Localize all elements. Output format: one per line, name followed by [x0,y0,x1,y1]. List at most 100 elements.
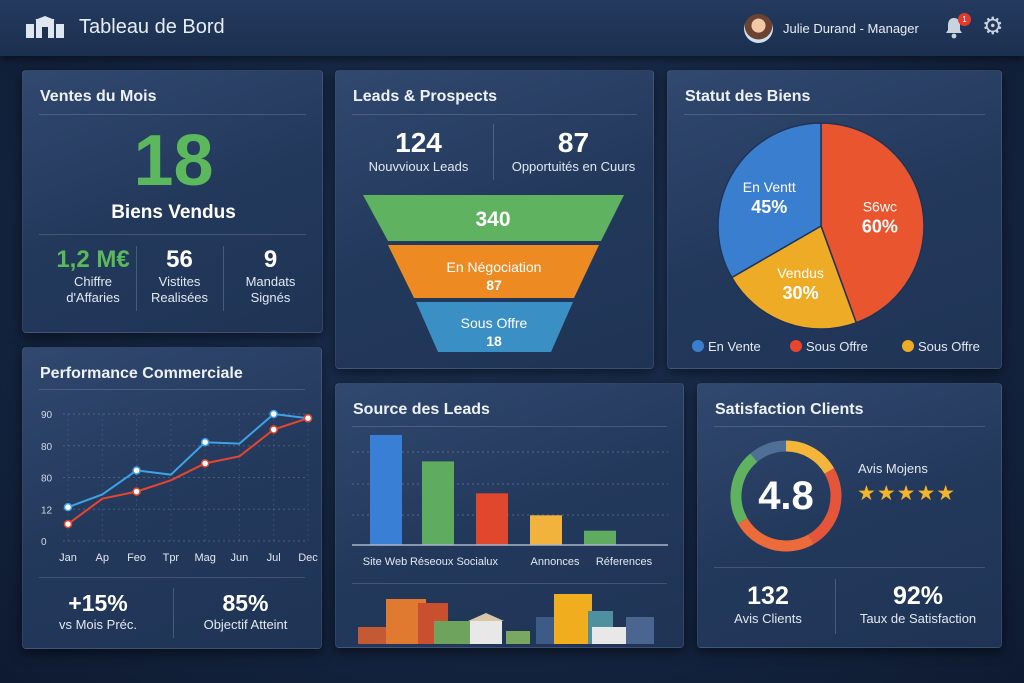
stat-revenue: 1,2 M€ Chiffre d'Affaries [56,246,130,305]
data-point [200,437,210,447]
source-card: Source des Leads Site Web Réseoux Socialu… [335,383,684,648]
x-tick-label: Jun [231,552,249,564]
x-tick-label: Jul [267,552,281,564]
y-tick-label: 0 [41,537,47,548]
user-name[interactable]: Julie Durand - Manager [783,21,919,36]
pie-slice [820,122,925,324]
funnel-stage-2-label: En Négociation [447,259,542,275]
stat-new-leads: 124 Nouvvioux Leads [368,127,469,174]
avatar[interactable] [744,14,773,43]
data-point [303,413,313,423]
funnel-chart: 340 En Négociation 87 Sous Offre 18 [363,195,624,352]
card-title: Satisfaction Clients [715,401,864,418]
x-tick-label: Réferences [596,556,653,568]
bar [370,435,402,545]
bar [584,530,616,545]
x-tick-label: Dec [298,552,318,564]
line-series [67,417,309,525]
x-tick-label: Réseoux Socialux [410,556,499,568]
pie-slice-label: En Ventt [743,179,796,195]
legend-label: Sous Offre [918,339,980,354]
rating-score: 4.8 [758,474,814,518]
stat-growth: +15% vs Mois Préc. [58,590,137,632]
satisfaction-card: Satisfaction Clients 4.8 Avis Mojens ★★★… [697,383,1002,648]
ring-segment [808,468,842,545]
y-tick-label: 12 [41,505,53,516]
funnel-stage-2 [388,245,599,298]
data-point [200,459,210,468]
bar [422,461,454,545]
bar-chart: Site Web Réseoux Socialux Annonces Réferenc… [352,435,668,568]
legend-label: En Vente [708,339,761,354]
pie-slice-label: Vendus [777,265,824,281]
statut-card: Statut des Biens S6wc 60% Vendus 30% En Vent… [667,70,1002,369]
card-title: Source des Leads [353,401,490,418]
rating-ring [730,440,842,552]
funnel-stage-2-value: 87 [486,277,502,293]
stat-mandates: 9 Mandats Signés [245,246,296,305]
houses-illustration [358,594,654,644]
x-tick-label: Mag [194,552,215,564]
ventes-main-label: Biens Vendus [111,202,236,223]
avg-rating-label: Avis Mojens [858,461,928,476]
legend-label: Sous Offre [806,339,868,354]
pie-slice [717,122,822,279]
funnel-stage-3-label: Sous Offre [461,315,528,331]
bar [530,515,562,545]
stat-satisfaction-rate: 92% Taux de Satisfaction [859,582,977,626]
performance-card: Performance Commerciale 0 12 80 80 90 Jan Ap Fe… [22,347,322,649]
leads-card: Leads & Prospects 124 Nouvvioux Leads 87 O… [335,70,654,369]
pie-slice [730,224,858,330]
y-tick-label: 80 [41,474,53,485]
data-point [63,519,73,529]
pie-slice-value: 45% [751,197,787,217]
data-point [269,425,278,434]
ring-segment [730,453,758,524]
funnel-stage-1-value: 340 [475,208,510,231]
ring-segment [737,518,814,552]
y-tick-label: 80 [41,442,53,453]
building-logo [26,16,64,38]
stat-opportunities: 87 Opportuités en Cuurs [511,127,636,174]
line-series [67,412,309,509]
stat-reviews: 132 Avis Clients [734,582,802,626]
legend-marker [902,340,914,352]
data-point [63,502,73,512]
star-rating: ★★★★★ [857,482,957,505]
stat-objective: 85% Objectif Atteint [203,590,288,632]
funnel-stage-1 [363,195,624,241]
card-title: Statut des Biens [685,88,811,105]
card-title: Leads & Prospects [353,88,498,105]
y-tick-label: 90 [41,410,53,421]
data-point [132,466,141,475]
app-title: Tableau de Bord [79,16,225,38]
pie-slice-value: 60% [862,217,898,237]
x-tick-label: Site Web [363,556,407,568]
pie-slice-label: S6wc [863,199,897,215]
card-title: Performance Commerciale [40,365,243,382]
funnel-stage-3 [416,302,573,352]
stat-visits: 56 Vistites Realisées [150,246,209,305]
card-title: Ventes du Mois [40,88,157,105]
x-tick-label: Tpr [163,552,180,564]
x-tick-label: Ap [96,552,109,564]
ventes-card: Ventes du Mois 18 Biens Vendus 1,2 M€ Chi… [22,70,323,333]
x-tick-label: Feo [127,552,146,564]
pie-slice-value: 30% [783,283,819,303]
data-point [269,409,278,419]
pie-chart: S6wc 60% Vendus 30% En Ventt 45% En Vente Sous … [692,122,980,354]
legend-marker [692,340,704,352]
ring-segment [785,440,835,474]
ventes-main-value: 18 [133,121,214,201]
bar [476,493,508,545]
gear-icon[interactable]: ⚙ [982,13,1004,40]
x-tick-label: Annonces [531,556,580,568]
notification-badge: 1 [958,13,971,26]
legend-marker [790,340,802,352]
x-tick-label: Jan [59,552,77,564]
header: Tableau de Bord Julie Durand - Manager 1… [0,0,1024,56]
funnel-stage-3-value: 18 [486,333,502,349]
ring-segment [750,440,787,463]
data-point [132,487,141,496]
line-chart: 0 12 80 80 90 Jan Ap Feo Tpr Mag Jun Jul Dec [41,409,318,564]
